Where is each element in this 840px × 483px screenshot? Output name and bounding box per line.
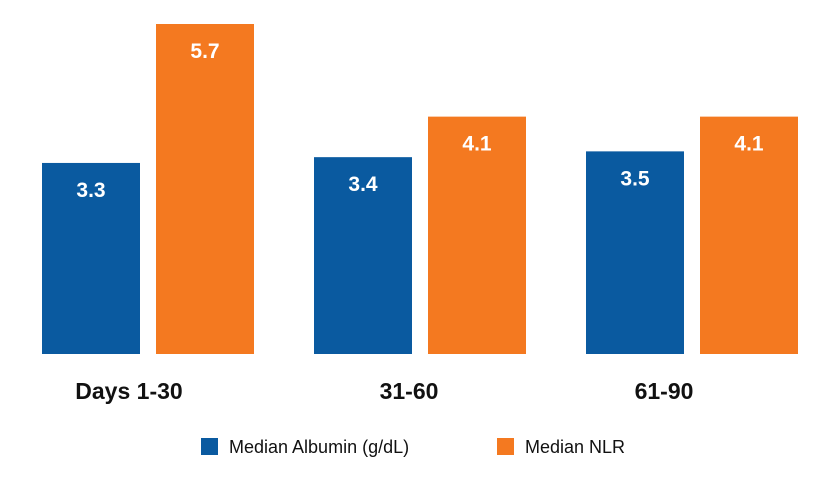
bar-albumin-3 (586, 151, 684, 354)
category-label-3: 61-90 (635, 378, 694, 404)
category-labels: Days 1-30 31-60 61-90 (75, 378, 693, 404)
data-label-albumin-3: 3.5 (620, 167, 650, 190)
legend-label-nlr: Median NLR (525, 437, 625, 457)
legend: Median Albumin (g/dL) Median NLR (201, 437, 625, 457)
legend-label-albumin: Median Albumin (g/dL) (229, 437, 409, 457)
bar-nlr-3 (700, 116, 798, 354)
category-label-2: 31-60 (380, 378, 439, 404)
bar-albumin-1 (42, 162, 140, 354)
data-label-nlr-1: 5.7 (190, 40, 219, 63)
legend-swatch-albumin (201, 438, 218, 455)
data-label-albumin-1: 3.3 (76, 179, 105, 202)
bar-nlr-2 (428, 116, 526, 354)
bar-nlr-1 (156, 24, 254, 354)
data-label-albumin-2: 3.4 (348, 173, 378, 196)
bars-group: 3.3 5.7 3.4 4.1 3.5 4.1 (42, 24, 798, 354)
bar-albumin-2 (314, 157, 412, 354)
data-label-nlr-3: 4.1 (734, 133, 764, 156)
data-label-nlr-2: 4.1 (462, 133, 492, 156)
legend-swatch-nlr (497, 438, 514, 455)
category-label-1: Days 1-30 (75, 378, 182, 404)
